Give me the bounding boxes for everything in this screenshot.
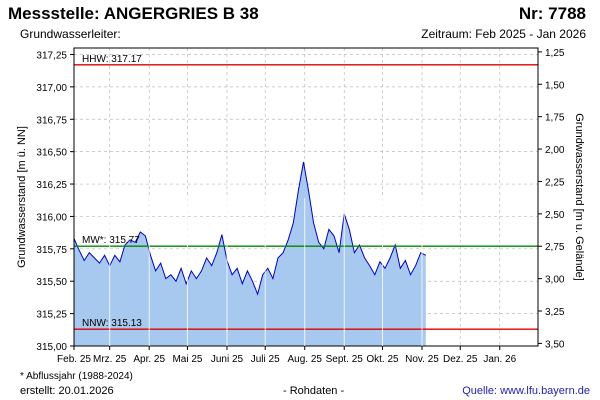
y-left-tick-label: 315,25	[36, 310, 67, 321]
y-left-tick-label: 315,75	[36, 245, 67, 256]
y-right-tick-label: 1,25	[545, 48, 565, 59]
station-number: Nr: 7788	[518, 4, 586, 23]
created-date: erstellt: 20.01.2026	[20, 385, 114, 397]
y-left-tick-label: 316,25	[36, 180, 67, 191]
y-left-tick-label: 315,00	[36, 342, 67, 353]
y-right-tick-label: 3,50	[545, 339, 565, 350]
y-left-tick-label: 316,75	[36, 115, 67, 126]
period-label: Zeitraum: Feb 2025 - Jan 2026	[421, 27, 586, 41]
footnote: * Abflussjahr (1988-2024)	[20, 371, 133, 382]
y-left-tick-label: 317,00	[36, 83, 67, 94]
y-right-tick-label: 2,25	[545, 177, 565, 188]
y-right-tick-label: 3,25	[545, 307, 565, 318]
source-link[interactable]: Quelle: www.lfu.bayern.de	[462, 385, 590, 397]
x-tick-label: Aug. 25	[287, 354, 322, 365]
reference-lines: HHW: 317.17 MW*: 315.77 NNW: 315.13	[74, 54, 538, 330]
plot-frame	[73, 47, 539, 347]
x-tick-label: Juni 25	[211, 354, 244, 365]
x-axis: Feb. 25 Mrz. 25 Apr. 25 Mai 25 Juni 25 Juli 2…	[57, 346, 517, 365]
x-tick-label: Apr. 25	[133, 354, 165, 365]
station-title: Messstelle: ANGERGRIES B 38	[8, 4, 259, 23]
reference-label-mw: MW*: 315.77	[82, 235, 140, 246]
y-left-tick-label: 316,00	[36, 212, 67, 223]
y-right-tick-label: 3,00	[545, 275, 565, 286]
x-tick-label: Dez. 25	[443, 354, 478, 365]
reference-label-hhw: HHW: 317.17	[82, 54, 142, 65]
series-line	[73, 161, 427, 296]
y-left-tick-label: 316,50	[36, 148, 67, 159]
reference-label-nnw: NNW: 315.13	[82, 318, 142, 329]
x-tick-label: Mai 25	[172, 354, 202, 365]
x-tick-label: Mrz. 25	[93, 354, 127, 365]
x-tick-label: Okt. 25	[366, 354, 399, 365]
y-right-tick-label: 1,75	[545, 113, 565, 124]
x-tick-label: Nov. 25	[405, 354, 439, 365]
y-right-tick-label: 2,00	[545, 145, 565, 156]
x-tick-label: Juli 25	[251, 354, 280, 365]
x-tick-label: Sept. 25	[326, 354, 364, 365]
x-tick-label: Jan. 26	[483, 354, 516, 365]
y-right-tick-label: 2,50	[545, 210, 565, 221]
y-axis-right-label: Grundwasserstand [m u. Gelände]	[573, 113, 585, 281]
y-axis-left: 317,25 317,00 316,75 316,50 316,25 316,00 315,…	[36, 50, 74, 353]
raw-data-note: - Rohdaten -	[283, 385, 345, 397]
y-right-tick-label: 2,75	[545, 242, 565, 253]
y-left-tick-label: 317,25	[36, 50, 67, 61]
y-right-tick-label: 1,50	[545, 80, 565, 91]
x-tick-label: Feb. 25	[57, 354, 91, 365]
y-axis-left-label: Grundwasserstand [m ü. NN]	[16, 126, 28, 268]
aquifer-label: Grundwasserleiter:	[20, 27, 121, 41]
y-left-tick-label: 315,50	[36, 277, 67, 288]
series-area	[74, 162, 426, 346]
y-axis-right: 1,25 1,50 1,75 2,00 2,25 2,50 2,75 3,00 3,25 3,50	[538, 48, 565, 350]
